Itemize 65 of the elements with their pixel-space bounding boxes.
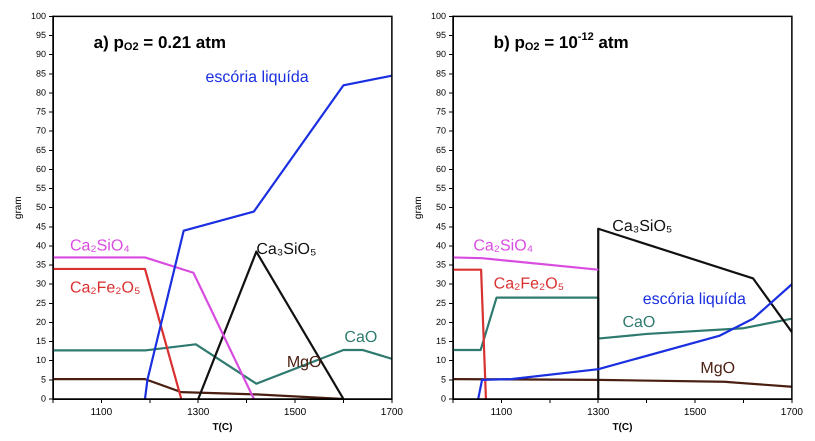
series-label: CaO — [622, 314, 656, 331]
y-tick-label: 60 — [436, 164, 446, 174]
y-tick-label: 85 — [36, 68, 46, 78]
x-tick-label: 1700 — [380, 406, 404, 418]
y-tick-label: 50 — [436, 202, 446, 212]
y-tick-label: 5 — [441, 374, 446, 384]
y-tick-label: 50 — [36, 202, 46, 212]
y-tick-label: 100 — [30, 10, 46, 21]
y-tick-label: 60 — [36, 164, 46, 174]
y-tick-label: 95 — [36, 30, 46, 40]
y-tick-label: 30 — [36, 278, 46, 289]
y-tick-label: 0 — [41, 393, 46, 404]
y-tick-label: 15 — [436, 336, 446, 346]
y-tick-label: 55 — [436, 183, 446, 194]
y-tick-label: 10 — [436, 355, 446, 366]
y-tick-label: 45 — [436, 221, 446, 232]
y-tick-label: 90 — [36, 49, 46, 60]
y-tick-label: 65 — [36, 144, 46, 155]
y-tick-label: 30 — [436, 278, 446, 289]
y-axis-title: gram — [12, 196, 24, 220]
series-label: Ca₂Fe₂O₅ — [494, 276, 564, 293]
y-tick-label: 5 — [41, 374, 46, 384]
x-axis-title: T(C) — [612, 422, 632, 433]
series-label: escória liquída — [206, 69, 309, 86]
y-tick-label: 80 — [436, 87, 446, 98]
y-tick-label: 35 — [436, 260, 446, 270]
y-tick-label: 85 — [436, 68, 446, 78]
y-tick-label: 90 — [436, 49, 446, 60]
y-tick-label: 25 — [436, 298, 446, 308]
y-tick-label: 20 — [36, 316, 46, 327]
y-tick-label: 75 — [436, 106, 446, 117]
x-axis-title: T(C) — [212, 422, 232, 433]
y-tick-label: 70 — [36, 126, 46, 136]
y-axis-title: gram — [412, 196, 424, 220]
y-tick-label: 25 — [36, 298, 46, 308]
series-label: Ca₃SiO₅ — [256, 241, 316, 258]
y-tick-label: 45 — [36, 221, 46, 232]
series-label: CaO — [344, 329, 378, 346]
y-tick-label: 80 — [36, 87, 46, 98]
x-tick-label: 1300 — [587, 406, 610, 418]
x-tick-label: 1700 — [780, 406, 804, 418]
y-tick-label: 75 — [36, 106, 46, 117]
series-label: MgO — [700, 360, 736, 377]
x-tick-label: 1100 — [90, 406, 113, 418]
x-tick-label: 1300 — [187, 406, 210, 418]
y-tick-label: 100 — [430, 10, 446, 21]
series-label: Ca₂Fe₂O₅ — [70, 279, 140, 296]
series-label: Ca₃SiO₅ — [612, 218, 672, 236]
y-tick-label: 65 — [436, 144, 446, 155]
y-tick-label: 10 — [36, 355, 46, 366]
series-label: Ca₂SiO₄ — [473, 237, 534, 254]
x-tick-label: 1100 — [490, 406, 513, 418]
y-tick-label: 55 — [36, 183, 46, 194]
y-tick-label: 35 — [36, 260, 46, 270]
y-tick-label: 0 — [441, 393, 446, 404]
y-tick-label: 20 — [436, 316, 446, 327]
x-tick-label: 1500 — [684, 406, 707, 418]
y-tick-label: 40 — [436, 240, 446, 250]
y-tick-label: 15 — [36, 336, 46, 346]
x-tick-label: 1500 — [284, 406, 307, 418]
series-label: escória liquída — [642, 290, 746, 308]
y-tick-label: 40 — [36, 240, 46, 250]
series-label: Ca₂SiO₄ — [70, 237, 130, 254]
y-tick-label: 70 — [436, 126, 446, 136]
y-tick-label: 95 — [436, 30, 446, 40]
